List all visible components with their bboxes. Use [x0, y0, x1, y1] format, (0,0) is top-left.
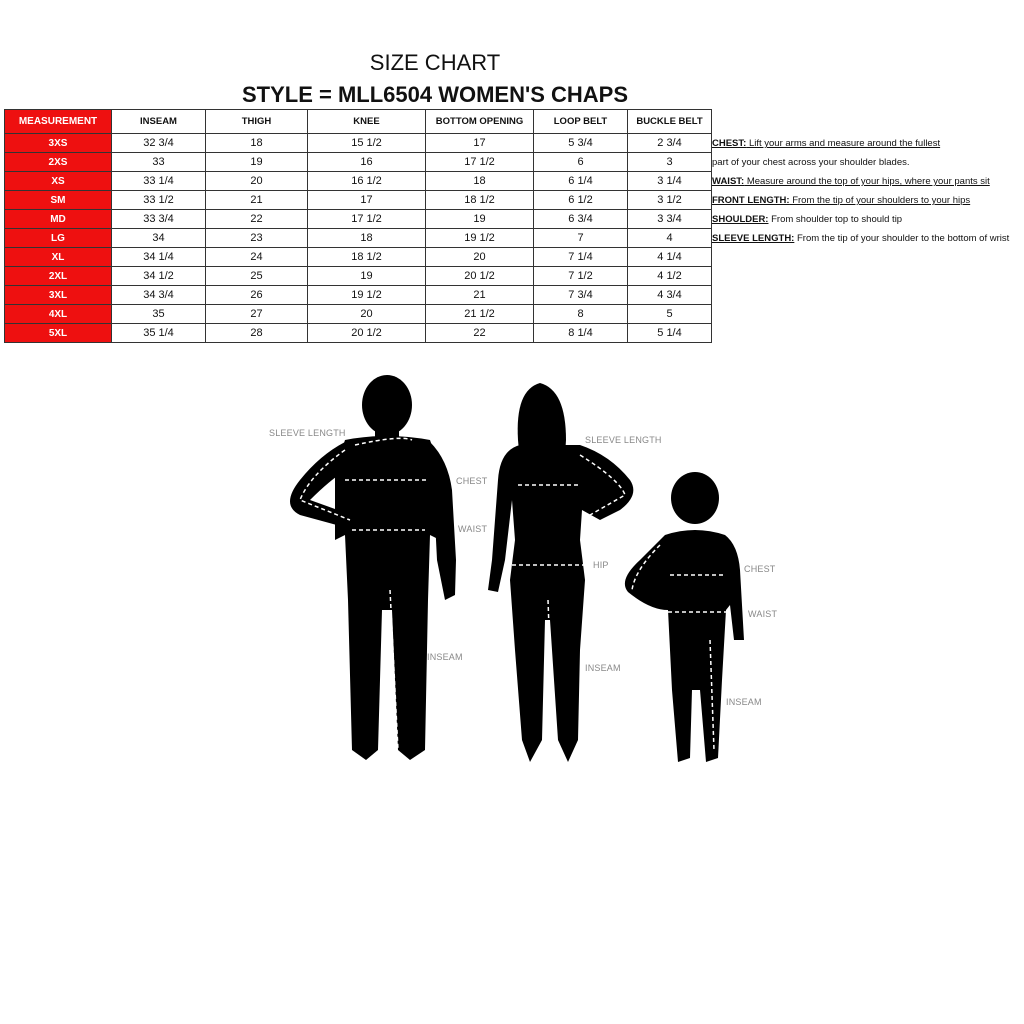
- value-cell: 4 1/2: [627, 266, 712, 286]
- style-subtitle: STYLE = MLL6504 WOMEN'S CHAPS: [241, 82, 629, 107]
- size-cell: XS: [4, 171, 112, 191]
- child-silhouette: [624, 472, 744, 762]
- child-inseam-label: INSEAM: [726, 697, 762, 707]
- man-silhouette: [290, 375, 456, 760]
- value-cell: 2 3/4: [627, 133, 712, 153]
- man-sleeve-length-label: SLEEVE LENGTH: [269, 428, 346, 438]
- value-cell: 20 1/2: [425, 266, 534, 286]
- value-cell: 28: [205, 323, 308, 343]
- table-row: 4XL 35 27 20 21 1/2 8 5: [4, 304, 712, 324]
- man-waist-label: WAIST: [458, 524, 488, 534]
- woman-sleeve-length-label: SLEEVE LENGTH: [585, 435, 662, 445]
- column-header: LOOP BELT: [533, 109, 628, 134]
- size-cell: LG: [4, 228, 112, 248]
- value-cell: 3 1/4: [627, 171, 712, 191]
- child-waist-label: WAIST: [748, 609, 778, 619]
- man-inseam-label: INSEAM: [427, 652, 463, 662]
- woman-silhouette: [488, 383, 634, 762]
- value-cell: 22: [205, 209, 308, 229]
- value-cell: 20: [205, 171, 308, 191]
- size-cell: 5XL: [4, 323, 112, 343]
- value-cell: 21: [425, 285, 534, 305]
- note-shoulder: SHOULDER: From shoulder top to should ti…: [712, 214, 903, 225]
- size-cell: 3XS: [4, 133, 112, 153]
- table-row: 3XL 34 3/4 26 19 1/2 21 7 3/4 4 3/4: [4, 285, 712, 305]
- value-cell: 33 3/4: [111, 209, 206, 229]
- value-cell: 20 1/2: [307, 323, 426, 343]
- table-row: 5XL 35 1/4 28 20 1/2 22 8 1/4 5 1/4: [4, 323, 712, 343]
- value-cell: 8 1/4: [533, 323, 628, 343]
- table-row: 3XS 32 3/4 18 15 1/2 17 5 3/4 2 3/4: [4, 133, 712, 153]
- table-row: LG 34 23 18 19 1/2 7 4: [4, 228, 712, 248]
- note-chest: CHEST: Lift your arms and measure around…: [712, 138, 941, 149]
- man-chest-label: CHEST: [456, 476, 488, 486]
- table-row: 2XS 33 19 16 17 1/2 6 3: [4, 152, 712, 172]
- column-header: MEASUREMENT: [4, 109, 112, 134]
- table-row: MD 33 3/4 22 17 1/2 19 6 3/4 3 3/4: [4, 209, 712, 229]
- size-cell: XL: [4, 247, 112, 267]
- child-chest-label: CHEST: [744, 564, 776, 574]
- value-cell: 33: [111, 152, 206, 172]
- table-row: XS 33 1/4 20 16 1/2 18 6 1/4 3 1/4: [4, 171, 712, 191]
- page-title: SIZE CHART: [369, 50, 501, 75]
- value-cell: 15 1/2: [307, 133, 426, 153]
- woman-inseam-label: INSEAM: [585, 663, 621, 673]
- note-sleeve-length: SLEEVE LENGTH: From the tip of your shou…: [712, 233, 1010, 244]
- table-row: XL 34 1/4 24 18 1/2 20 7 1/4 4 1/4: [4, 247, 712, 267]
- value-cell: 18 1/2: [307, 247, 426, 267]
- column-header: KNEE: [307, 109, 426, 134]
- size-table: MEASUREMENT INSEAM THIGH KNEE BOTTOM OPENING…: [4, 109, 712, 343]
- note-chest-cont: part of your chest across your shoulder …: [712, 157, 910, 168]
- size-cell: MD: [4, 209, 112, 229]
- value-cell: 3 3/4: [627, 209, 712, 229]
- value-cell: 19: [205, 152, 308, 172]
- value-cell: 22: [425, 323, 534, 343]
- woman-hip-label: HIP: [593, 560, 609, 570]
- size-cell: 3XL: [4, 285, 112, 305]
- note-front-length: FRONT LENGTH: From the tip of your shoul…: [712, 195, 971, 206]
- value-cell: 18 1/2: [425, 190, 534, 210]
- column-header: BOTTOM OPENING: [425, 109, 534, 134]
- value-cell: 4 1/4: [627, 247, 712, 267]
- column-header: INSEAM: [111, 109, 206, 134]
- value-cell: 5 1/4: [627, 323, 712, 343]
- value-cell: 35 1/4: [111, 323, 206, 343]
- note-waist: WAIST: Measure around the top of your hi…: [712, 176, 990, 187]
- measurement-notes: CHEST: Lift your arms and measure around…: [712, 137, 1009, 251]
- column-header: THIGH: [205, 109, 308, 134]
